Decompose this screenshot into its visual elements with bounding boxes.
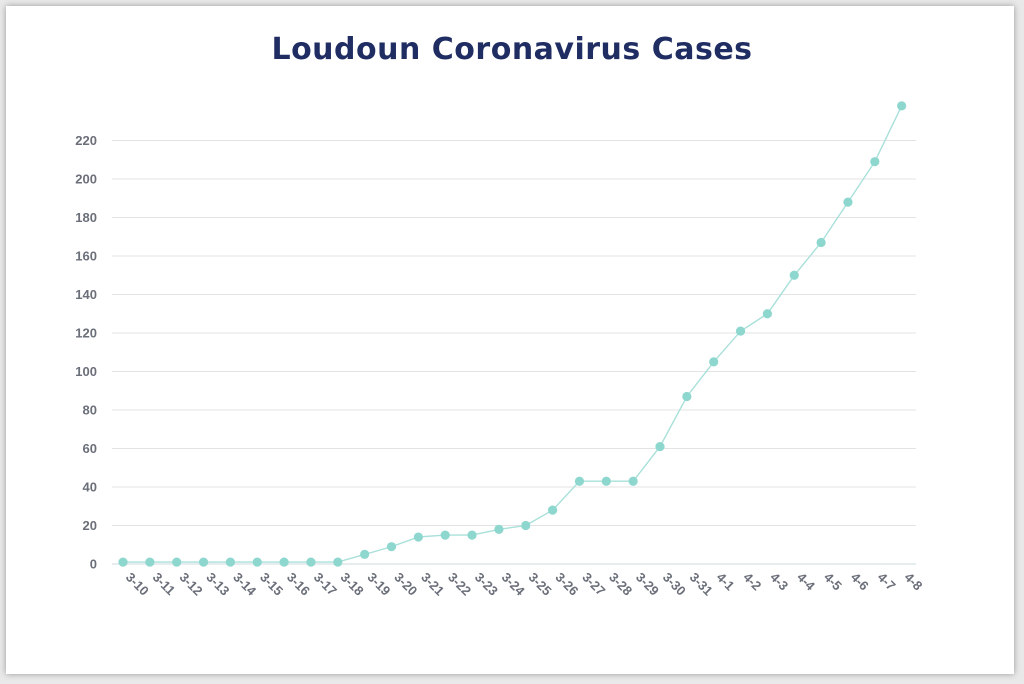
data-point — [870, 157, 880, 167]
data-point — [333, 557, 343, 567]
x-tick-label: 3-16 — [284, 570, 313, 599]
gridlines — [112, 140, 916, 565]
series-line — [123, 105, 903, 563]
x-tick-label: 3-23 — [472, 570, 501, 599]
data-point — [413, 532, 423, 542]
data-point — [655, 441, 665, 452]
y-tick-label: 120 — [75, 326, 97, 341]
data-point — [628, 476, 638, 486]
y-tick-label: 140 — [75, 287, 97, 302]
data-point — [252, 557, 262, 567]
data-point — [225, 557, 235, 567]
data-point — [762, 309, 773, 319]
data-point — [601, 476, 611, 486]
x-tick-label: 3-26 — [552, 570, 581, 599]
x-tick-label: 3-10 — [123, 570, 152, 599]
y-tick-label: 180 — [75, 210, 97, 225]
x-tick-label: 4-7 — [875, 570, 899, 594]
y-tick-label: 80 — [83, 403, 97, 418]
data-point — [789, 270, 799, 280]
y-tick-label: 60 — [83, 441, 97, 456]
data-point — [897, 101, 907, 111]
x-tick-label: 4-8 — [902, 570, 926, 594]
data-point — [521, 520, 531, 531]
data-point — [816, 237, 826, 248]
y-tick-label: 0 — [90, 557, 97, 572]
y-tick-label: 100 — [75, 364, 97, 379]
data-point — [198, 557, 209, 567]
data-point — [467, 530, 477, 540]
series-group — [118, 101, 907, 567]
x-tick-label: 3-24 — [499, 570, 529, 600]
x-tick-label: 4-4 — [794, 570, 818, 594]
x-tick-label: 3-27 — [579, 570, 608, 599]
x-tick-label: 3-31 — [687, 570, 716, 599]
x-tick-label: 3-17 — [311, 570, 340, 599]
y-tick-label: 220 — [75, 133, 97, 148]
x-tick-label: 4-6 — [848, 570, 872, 594]
data-point — [145, 557, 155, 567]
data-point — [172, 557, 182, 567]
x-tick-label: 4-1 — [714, 570, 738, 594]
x-tick-label: 3-19 — [365, 570, 394, 599]
x-tick-label: 3-29 — [633, 570, 662, 599]
data-point — [279, 557, 289, 567]
data-point — [735, 326, 746, 336]
y-tick-label: 40 — [83, 480, 97, 495]
data-point — [440, 530, 450, 540]
x-tick-label: 3-11 — [150, 570, 179, 599]
x-tick-label: 3-21 — [418, 570, 447, 599]
x-tick-label: 4-2 — [740, 570, 764, 594]
data-point — [548, 505, 558, 515]
data-point — [709, 357, 719, 367]
data-point — [360, 549, 370, 559]
data-point — [494, 524, 504, 534]
x-axis-ticks: 3-103-113-123-133-143-153-163-173-183-19… — [123, 570, 926, 600]
x-tick-label: 3-30 — [660, 570, 689, 599]
y-tick-label: 200 — [75, 172, 97, 187]
data-point — [843, 197, 853, 207]
x-tick-label: 3-20 — [391, 570, 420, 599]
x-tick-label: 3-15 — [257, 570, 286, 599]
x-tick-label: 3-25 — [526, 570, 555, 599]
x-tick-label: 3-13 — [203, 570, 232, 599]
x-tick-label: 4-3 — [767, 570, 791, 594]
x-tick-label: 3-18 — [338, 570, 367, 599]
x-tick-label: 4-5 — [821, 570, 845, 594]
data-point — [118, 557, 128, 567]
x-tick-label: 3-22 — [445, 570, 474, 599]
chart-title: Loudoun Coronavirus Cases — [271, 32, 753, 67]
y-tick-label: 160 — [75, 249, 97, 264]
x-tick-label: 3-28 — [606, 570, 635, 599]
data-point — [574, 476, 585, 486]
y-axis-ticks: 0 20 40 60 80 100 120 140 160 180 200 220 — [75, 133, 97, 572]
data-point — [682, 391, 692, 402]
x-tick-label: 3-14 — [230, 570, 260, 600]
data-point — [386, 542, 397, 552]
data-point — [306, 557, 316, 567]
y-tick-label: 20 — [83, 518, 97, 533]
x-tick-label: 3-12 — [177, 570, 206, 599]
